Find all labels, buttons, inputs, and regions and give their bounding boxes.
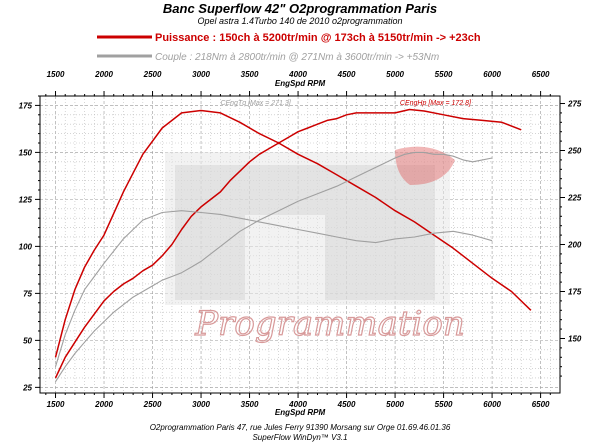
chart-labels: CEngTq [Max = 271.3] CEngHp [Max = 172.8] <box>220 100 472 107</box>
x-tick-label-top: 3000 <box>192 70 210 79</box>
right-tick-label: 225 <box>567 194 582 203</box>
series-layer <box>54 108 532 382</box>
series-line-puissance <box>54 108 522 379</box>
x-tick-label-bottom: 3000 <box>192 400 210 409</box>
x-tick-label-bottom: 4000 <box>288 400 307 409</box>
watermark-red-mark <box>395 146 455 185</box>
x-axis-label-top: EngSpd RPM <box>275 79 326 88</box>
right-tick-label: 150 <box>568 334 582 343</box>
right-tick-label: 250 <box>567 147 582 156</box>
x-tick-label-bottom: 6500 <box>532 400 550 409</box>
x-tick-label-bottom: 4500 <box>337 400 356 409</box>
x-tick-label-top: 5000 <box>386 70 404 79</box>
x-tick-label-bottom: 5000 <box>386 400 404 409</box>
watermark-text: Programmation <box>194 304 465 344</box>
x-tick-label-top: 1500 <box>47 70 65 79</box>
series-line-couple-stock <box>54 210 493 367</box>
x-tick-label-bottom: 5500 <box>435 400 453 409</box>
watermark-logo-shape <box>175 165 435 300</box>
left-tick-label: 25 <box>22 383 32 392</box>
x-axis-label-bottom: EngSpd RPM <box>275 408 326 417</box>
x-tick-label-top: 4000 <box>288 70 307 79</box>
legend-torque-label: Couple : 218Nm à 2800tr/min @ 271Nm à 36… <box>155 52 439 63</box>
left-tick-label: 75 <box>23 289 32 298</box>
annotation-torque-max: CEngTq [Max = 271.3] <box>220 100 291 107</box>
x-tick-label-bottom: 2000 <box>94 400 113 409</box>
x-tick-label-bottom: 3500 <box>241 400 259 409</box>
x-tick-label-top: 2500 <box>143 70 162 79</box>
x-tick-label-top: 3500 <box>241 70 259 79</box>
x-tick-label-bottom: 1500 <box>47 400 65 409</box>
right-tick-label: 175 <box>568 287 582 296</box>
footer-software: SuperFlow WinDyn™ V3.1 <box>252 433 347 442</box>
left-tick-label: 175 <box>19 101 33 110</box>
page-title: Banc Superflow 42" O2programmation Paris <box>163 1 437 16</box>
left-tick-label: 50 <box>23 336 32 345</box>
x-tick-label-top: 2000 <box>94 70 113 79</box>
footer-address: O2programmation Paris 47, rue Jules Ferr… <box>150 423 451 432</box>
left-tick-label: 150 <box>19 148 33 157</box>
annotation-power-max: CEngHp [Max = 172.8] <box>400 100 472 107</box>
right-tick-label: 275 <box>567 100 582 109</box>
watermark: Programmation <box>165 146 465 345</box>
axes: 1500 1500 2000 2000 2500 2500 3000 3000 3500 3500… <box>19 70 582 417</box>
x-tick-label-top: 6000 <box>483 70 501 79</box>
x-tick-label-top: 5500 <box>435 70 453 79</box>
x-tick-label-bottom: 2500 <box>143 400 162 409</box>
series-line-couple <box>54 109 532 358</box>
x-tick-label-top: 4500 <box>337 70 356 79</box>
left-tick-label: 100 <box>19 242 33 251</box>
right-tick-label: 200 <box>567 241 582 250</box>
page-subtitle: Opel astra 1.4Turbo 140 de 2010 o2progra… <box>198 16 403 26</box>
legend-power-label: Puissance : 150ch à 5200tr/min @ 173ch à… <box>155 32 481 44</box>
x-tick-label-bottom: 6000 <box>483 400 501 409</box>
series-line-puissance-stock <box>55 151 493 382</box>
left-tick-label: 125 <box>19 195 33 204</box>
x-tick-label-top: 6500 <box>532 70 550 79</box>
